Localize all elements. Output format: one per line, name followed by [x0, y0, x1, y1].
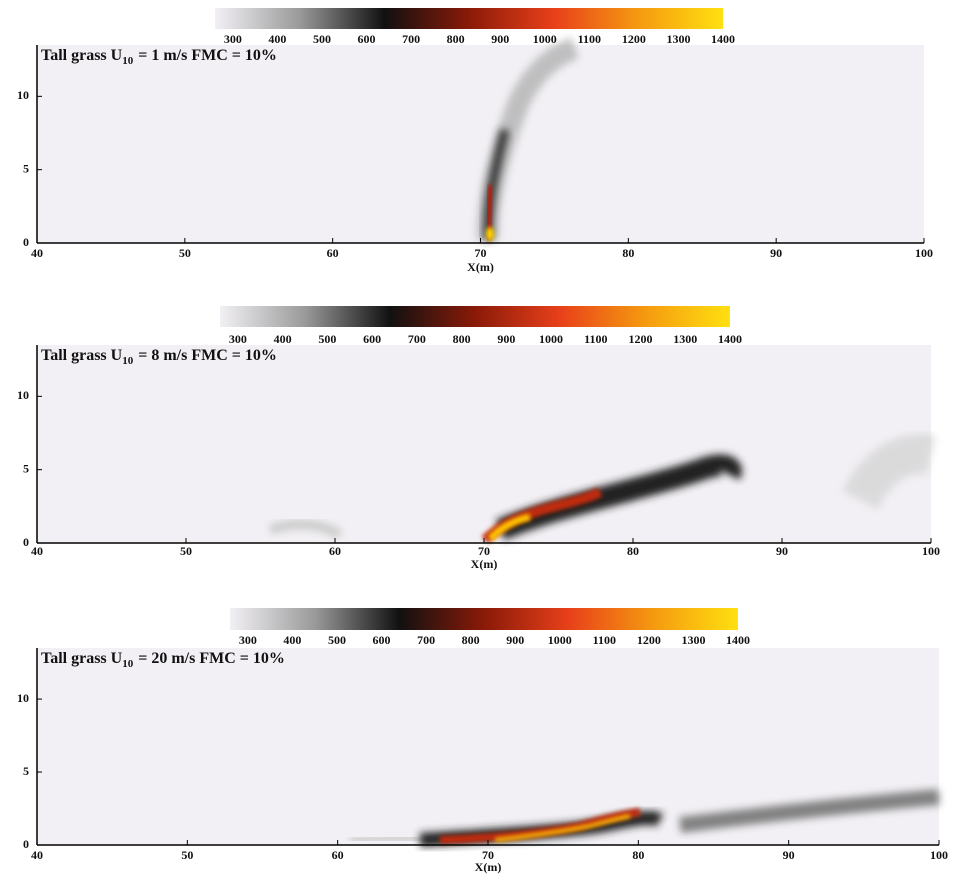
- x-tick-label: 70: [482, 848, 494, 862]
- y-tick-label: 10: [17, 388, 29, 402]
- x-tick-label: 100: [915, 246, 933, 260]
- plume: [349, 789, 940, 847]
- x-axis-label: X(m): [471, 557, 498, 571]
- colorbar-tick-label: 800: [453, 332, 471, 346]
- colorbar-tick-label: 700: [402, 32, 420, 46]
- colorbar-tick-label: 1000: [548, 633, 572, 647]
- colorbar-tick-label: 600: [358, 32, 376, 46]
- x-tick-label: 40: [31, 246, 43, 260]
- colorbar-tick-label: 800: [462, 633, 480, 647]
- title-sub: 10: [122, 658, 134, 670]
- panel-title: Tall grass U10 = 8 m/s FMC = 10%: [41, 347, 277, 367]
- title-rest: = 1 m/s FMC = 10%: [138, 47, 277, 64]
- colorbar-tick-label: 600: [363, 332, 381, 346]
- x-tick-label: 50: [179, 246, 191, 260]
- colorbar-tick-label: 1400: [726, 633, 750, 647]
- panel-title: Tall grass U10 = 20 m/s FMC = 10%: [41, 650, 285, 670]
- title-rest: = 20 m/s FMC = 10%: [138, 650, 285, 667]
- x-tick-label: 60: [327, 246, 339, 260]
- colorbar-tick-label: 500: [328, 633, 346, 647]
- colorbar-tick-label: 1100: [584, 332, 607, 346]
- panel-title: Tall grass U10 = 1 m/s FMC = 10%: [41, 47, 277, 67]
- x-axis-label: X(m): [475, 860, 502, 874]
- colorbar-tick-label: 1000: [539, 332, 563, 346]
- colorbar-tick-label: 700: [417, 633, 435, 647]
- colorbar-tick-label: 1100: [593, 633, 616, 647]
- x-tick-label: 60: [332, 848, 344, 862]
- y-tick-label: 0: [23, 535, 29, 549]
- colorbar-tick-label: 800: [447, 32, 465, 46]
- colorbar-tick-label: 1300: [666, 32, 690, 46]
- x-tick-label: 100: [922, 544, 940, 558]
- colorbar-tick-label: 500: [313, 32, 331, 46]
- colorbar-tick-label: 1200: [622, 32, 646, 46]
- colorbar-tick-label: 900: [491, 32, 509, 46]
- x-tick-label: 40: [31, 848, 43, 862]
- colorbar-tick-label: 1200: [629, 332, 653, 346]
- x-tick-label: 80: [622, 246, 634, 260]
- title-main: Tall grass U: [41, 650, 123, 667]
- y-tick-label: 10: [17, 691, 29, 705]
- title-main: Tall grass U: [41, 347, 123, 364]
- colorbar-tick-label: 900: [497, 332, 515, 346]
- colorbar-tick-label: 1400: [718, 332, 742, 346]
- title-main: Tall grass U: [41, 47, 123, 64]
- colorbar-tick-label: 400: [283, 633, 301, 647]
- colorbar-tick-label: 1300: [681, 633, 705, 647]
- plume: [476, 37, 579, 241]
- colorbar-tick-label: 300: [229, 332, 247, 346]
- x-tick-label: 100: [930, 848, 948, 862]
- colorbar: [220, 306, 730, 327]
- colorbar-tick-label: 1400: [711, 32, 735, 46]
- colorbar-tick-label: 300: [224, 32, 242, 46]
- x-tick-label: 50: [180, 544, 192, 558]
- plot-area: [37, 345, 931, 543]
- x-tick-label: 60: [329, 544, 341, 558]
- colorbar: [215, 8, 723, 29]
- colorbar-tick-label: 1000: [533, 32, 557, 46]
- colorbar: [230, 608, 738, 630]
- x-axis-label: X(m): [467, 260, 494, 274]
- colorbar-tick-label: 400: [274, 332, 292, 346]
- title-sub: 10: [122, 55, 134, 67]
- y-tick-label: 10: [17, 88, 29, 102]
- x-tick-label: 70: [478, 544, 490, 558]
- x-tick-label: 40: [31, 544, 43, 558]
- colorbar-tick-label: 600: [373, 633, 391, 647]
- y-tick-label: 5: [23, 161, 29, 175]
- colorbar-tick-label: 500: [318, 332, 336, 346]
- x-tick-label: 90: [783, 848, 795, 862]
- x-tick-label: 50: [181, 848, 193, 862]
- backgrounds: [37, 45, 939, 845]
- colorbar-tick-label: 400: [268, 32, 286, 46]
- x-tick-label: 80: [632, 848, 644, 862]
- colorbar-tick-label: 1300: [673, 332, 697, 346]
- x-tick-label: 80: [627, 544, 639, 558]
- colorbar-tick-label: 1200: [637, 633, 661, 647]
- colorbar-tick-label: 900: [506, 633, 524, 647]
- colorbar-tick-label: 300: [239, 633, 257, 647]
- y-tick-label: 0: [23, 235, 29, 249]
- plume: [40, 433, 936, 544]
- y-tick-label: 5: [23, 764, 29, 778]
- title-sub: 10: [122, 355, 134, 367]
- x-tick-label: 70: [475, 246, 487, 260]
- x-tick-label: 90: [776, 544, 788, 558]
- x-tick-label: 90: [770, 246, 782, 260]
- y-tick-label: 5: [23, 461, 29, 475]
- colorbar-tick-label: 700: [408, 332, 426, 346]
- y-tick-label: 0: [23, 837, 29, 851]
- colorbar-tick-label: 1100: [578, 32, 601, 46]
- title-rest: = 8 m/s FMC = 10%: [138, 347, 277, 364]
